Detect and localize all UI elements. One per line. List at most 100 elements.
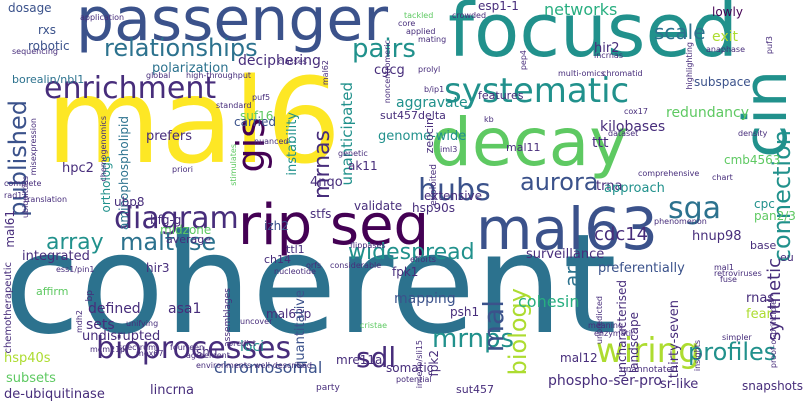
- word-redundancy: redundancy: [666, 105, 750, 121]
- word-aurora: aurora: [520, 168, 599, 196]
- word-cpc: cpc: [754, 197, 775, 211]
- word-chart: chart: [712, 173, 733, 182]
- word-surveillance: surveillance: [526, 247, 605, 262]
- word-ttl1: ttl1: [286, 243, 305, 256]
- word-carried: carried: [234, 115, 276, 129]
- word-subspace: subspace: [694, 75, 751, 89]
- word-mal61: mal61: [3, 210, 17, 248]
- word-spectrum: spectrum: [118, 343, 156, 352]
- word-dosage: dosage: [8, 1, 52, 15]
- word-efforts: efforts: [410, 255, 436, 264]
- word-retroviruses: retroviruses: [714, 269, 762, 278]
- word-stimulates: stimulates: [229, 144, 238, 186]
- word-chromatid: chromatid: [602, 69, 643, 78]
- word-bp: bp: [85, 290, 95, 302]
- word-landscape: landscape: [627, 312, 641, 374]
- word-classes: classes: [278, 57, 307, 66]
- word-hir3: hir3: [146, 261, 170, 275]
- word-predict: predict: [228, 339, 256, 348]
- word-extensive: extensive: [424, 189, 483, 203]
- word-multi-omics: multi-omics: [558, 69, 605, 78]
- word-mex67: mex67: [136, 349, 164, 358]
- word-puf3: puf3: [765, 36, 774, 55]
- word-hubs: hubs: [418, 173, 491, 208]
- word-midzone: midzone: [160, 223, 212, 237]
- word-loci: loci: [240, 339, 265, 355]
- word-crowded: crowded: [452, 11, 487, 20]
- word-rnas: rnas: [746, 291, 775, 306]
- word-mdh2: mdh2: [75, 310, 84, 334]
- word-mre11a: mre11a: [336, 353, 383, 367]
- word-de-ubiquitinase: de-ubiquitinase: [4, 387, 105, 402]
- word-exploited: exploited: [429, 164, 439, 206]
- word-polarization: polarization: [152, 61, 229, 76]
- word-core: core: [398, 19, 416, 28]
- word-hsp40s: hsp40s: [4, 351, 51, 366]
- word-psh1: psh1: [450, 305, 480, 319]
- word-party: party: [316, 383, 340, 393]
- word-hir2: hir2: [594, 41, 620, 56]
- word-potential: potential: [396, 375, 432, 384]
- word-pep4: pep4: [519, 50, 528, 71]
- word-subsets: subsets: [6, 371, 56, 386]
- word-maltose: maltose: [120, 228, 217, 256]
- word-unpredicted: unpredicted: [595, 296, 604, 345]
- word-assemblages: assemblages: [223, 288, 233, 347]
- word-comprehensive: comprehensive: [638, 169, 700, 178]
- word-kb: kb: [484, 115, 494, 124]
- word-fourteen: fourteen: [170, 343, 205, 352]
- word-genetic: genetic: [338, 149, 368, 158]
- word-ubp8: ubp8: [114, 195, 145, 209]
- word-standard: standard: [216, 101, 252, 110]
- word-misexpression: misexpression: [29, 118, 38, 176]
- word-mcm21p: mcm21p: [90, 345, 126, 354]
- word-suf16: suf16: [240, 109, 274, 123]
- word-nucleotide: nucleotide: [274, 267, 316, 276]
- word-cristae: cristae: [360, 321, 388, 330]
- word-aggravate: aggravate: [396, 95, 468, 111]
- word-iml3: iml3: [440, 145, 458, 154]
- word-ch14: ch14: [264, 253, 292, 266]
- word-scale: scale: [654, 20, 706, 44]
- word-sequencing: sequencing: [12, 47, 58, 56]
- word-wiring: wiring: [596, 331, 700, 371]
- word-cohesin: cohesin: [518, 292, 580, 311]
- word-mating: mating: [418, 35, 447, 44]
- word-trna: trna: [596, 179, 623, 194]
- word-features: features: [478, 89, 524, 102]
- word-snapshots: snapshots: [742, 379, 803, 393]
- word-applied: applied: [406, 27, 436, 36]
- word-enrichment: enrichment: [44, 71, 217, 106]
- word-quantitative: quantitative: [293, 290, 308, 369]
- word-esp1: esp1-1: [478, 0, 519, 13]
- word-chromosomal: chromosomal: [214, 358, 323, 377]
- word-widespread: widespread: [348, 240, 475, 265]
- word-pan23: pan2/3: [754, 209, 796, 223]
- word-mrnps: mrnps: [432, 324, 515, 354]
- word-tackled: tackled: [404, 11, 434, 20]
- word-phospho-ser-pro: phospho-ser-pro: [548, 373, 662, 389]
- word-approach: approach: [604, 181, 665, 196]
- word-borealin: borealin/nbl1: [12, 73, 85, 86]
- word-relationships: relationships: [104, 34, 258, 62]
- word-4nqo: 4nqo: [310, 175, 343, 190]
- word-ubiquitous: ubiquitous: [21, 176, 30, 219]
- word-application: application: [80, 13, 125, 22]
- word-unifying: unifying: [126, 319, 159, 328]
- word-hpc2: hpc2: [62, 161, 94, 176]
- word-nuanced: nuanced: [254, 137, 289, 146]
- word-networks: networks: [544, 0, 618, 19]
- word-sga: sga: [668, 191, 722, 226]
- word-mal11: mal11: [506, 141, 541, 154]
- word-fpk2: fpk2: [427, 350, 441, 377]
- word-fuse: fuse: [720, 275, 737, 284]
- word-mal12: mal12: [560, 351, 598, 365]
- word-sdl: sdl: [356, 341, 397, 374]
- word-eu: eu: [780, 251, 794, 264]
- word-well-described: well-described: [254, 361, 312, 370]
- word-density: density: [738, 129, 768, 138]
- word-profiles: profiles: [688, 338, 777, 366]
- word-aminophospholipid: aminophospholipid: [117, 116, 131, 230]
- word-defined: defined: [88, 301, 141, 317]
